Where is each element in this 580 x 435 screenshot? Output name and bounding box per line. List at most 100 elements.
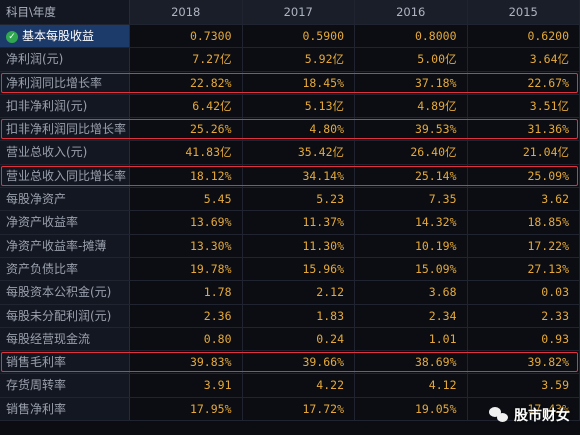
row-label-text: 扣非净利润(元) [6, 98, 88, 113]
row-value: 4.80% [243, 118, 355, 141]
row-value: 11.37% [243, 211, 355, 234]
row-value: 19.78% [130, 257, 243, 281]
row-label: ✓ 基本每股收益 [0, 25, 130, 48]
table-row[interactable]: 销售毛利率 39.83% 39.66% 38.69% 39.82% [0, 351, 580, 375]
row-value: 22.82% [130, 71, 243, 94]
row-label-text: 营业总收入同比增长率 [6, 168, 127, 183]
row-value: 13.30% [130, 234, 243, 257]
table-row[interactable]: 营业总收入同比增长率 18.12% 34.14% 25.14% 25.09% [0, 164, 580, 189]
row-value: 18.85% [468, 211, 580, 234]
row-value: 27.13% [468, 257, 580, 281]
row-value: 5.45 [130, 188, 243, 211]
row-value: 4.89亿 [355, 94, 468, 118]
row-label-text: 每股净资产 [6, 192, 67, 207]
table-row[interactable]: 每股资本公积金(元) 1.78 2.12 3.68 0.03 [0, 281, 580, 305]
row-value: 21.04亿 [468, 141, 580, 164]
row-label-text: 存货周转率 [6, 378, 67, 393]
row-value: 41.83亿 [130, 141, 243, 164]
table-row[interactable]: 销售净利率 17.95% 17.72% 19.05% 17.43% [0, 397, 580, 422]
row-value: 14.32% [355, 211, 468, 234]
row-label: 资产负债比率 [0, 257, 130, 281]
row-value: 4.12 [355, 374, 468, 397]
row-value: 3.64亿 [468, 48, 580, 71]
table-row[interactable]: 营业总收入(元) 41.83亿 35.42亿 26.40亿 21.04亿 [0, 141, 580, 165]
table-row[interactable]: 净利润(元) 7.27亿 5.92亿 5.00亿 3.64亿 [0, 48, 580, 72]
table-row[interactable]: ✓ 基本每股收益 0.7300 0.5900 0.8000 0.6200 [0, 25, 580, 49]
table-row[interactable]: 净资产收益率 13.69% 11.37% 14.32% 18.85% [0, 211, 580, 235]
row-value: 3.62 [468, 188, 580, 211]
row-label: 净利润同比增长率 [0, 71, 130, 94]
table-row[interactable]: 扣非净利润(元) 6.42亿 5.13亿 4.89亿 3.51亿 [0, 94, 580, 119]
row-value: 5.00亿 [355, 48, 468, 71]
row-value: 31.36% [468, 118, 580, 141]
row-label-text: 销售净利率 [6, 401, 67, 416]
row-label: 净利润(元) [0, 48, 130, 71]
table-row[interactable]: 净利润同比增长率 22.82% 18.45% 37.18% 22.67% [0, 71, 580, 95]
row-label-text: 净利润同比增长率 [6, 75, 103, 90]
table-row[interactable]: 每股净资产 5.45 5.23 7.35 3.62 [0, 188, 580, 212]
row-value: 10.19% [355, 234, 468, 257]
row-value: 0.03 [468, 281, 580, 304]
row-value: 22.67% [468, 71, 580, 94]
row-value: 38.69% [355, 351, 468, 374]
row-value: 1.01 [355, 327, 468, 351]
row-value: 5.23 [243, 188, 355, 211]
row-value: 1.83 [243, 304, 355, 327]
row-label-text: 净资产收益率-摊薄 [6, 238, 107, 253]
row-value: 3.91 [130, 374, 243, 397]
row-label: 每股未分配利润(元) [0, 304, 130, 327]
row-label: 每股资本公积金(元) [0, 281, 130, 304]
row-value: 15.96% [243, 257, 355, 281]
row-value: 4.22 [243, 374, 355, 397]
row-label-text: 每股经营现金流 [6, 331, 91, 346]
row-label-text: 每股未分配利润(元) [6, 308, 112, 323]
watermark-text: 股市财女 [514, 408, 570, 424]
row-label: 销售毛利率 [0, 351, 130, 374]
row-value: 1.78 [130, 281, 243, 304]
row-value: 25.09% [468, 164, 580, 188]
row-value: 17.95% [130, 397, 243, 421]
row-label: 每股经营现金流 [0, 327, 130, 351]
row-value: 3.51亿 [468, 94, 580, 118]
row-label: 净资产收益率-摊薄 [0, 234, 130, 257]
row-label-text: 净利润(元) [6, 52, 64, 67]
row-value: 39.83% [130, 351, 243, 374]
table-row[interactable]: 扣非净利润同比增长率 25.26% 4.80% 39.53% 31.36% [0, 118, 580, 142]
row-value: 2.12 [243, 281, 355, 304]
row-value: 37.18% [355, 71, 468, 94]
row-value: 39.66% [243, 351, 355, 374]
header-year-2018[interactable]: 2018 [130, 0, 243, 24]
header-year-2017[interactable]: 2017 [243, 0, 355, 24]
row-label: 存货周转率 [0, 374, 130, 397]
row-label: 每股净资产 [0, 188, 130, 211]
row-value: 5.13亿 [243, 94, 355, 118]
row-value: 39.82% [468, 351, 580, 374]
row-value: 35.42亿 [243, 141, 355, 164]
row-value: 25.26% [130, 118, 243, 141]
table-row[interactable]: 净资产收益率-摊薄 13.30% 11.30% 10.19% 17.22% [0, 234, 580, 258]
table-row[interactable]: 存货周转率 3.91 4.22 4.12 3.59 [0, 374, 580, 398]
table-row[interactable]: 每股经营现金流 0.80 0.24 1.01 0.93 [0, 327, 580, 352]
header-year-2015[interactable]: 2015 [468, 0, 580, 24]
row-label: 扣非净利润同比增长率 [0, 118, 130, 141]
row-value: 25.14% [355, 164, 468, 188]
row-value: 13.69% [130, 211, 243, 234]
row-value: 2.36 [130, 304, 243, 327]
row-value: 17.22% [468, 234, 580, 257]
row-value: 5.92亿 [243, 48, 355, 71]
header-label: 科目\年度 [0, 0, 130, 24]
row-value: 0.6200 [468, 25, 580, 48]
row-value: 0.7300 [130, 25, 243, 48]
check-icon: ✓ [6, 30, 18, 43]
row-label-text: 基本每股收益 [22, 29, 95, 43]
table-row[interactable]: 每股未分配利润(元) 2.36 1.83 2.34 2.33 [0, 304, 580, 328]
row-value: 18.45% [243, 71, 355, 94]
row-label-text: 净资产收益率 [6, 215, 79, 230]
row-value: 7.27亿 [130, 48, 243, 71]
row-label: 销售净利率 [0, 397, 130, 421]
header-year-2016[interactable]: 2016 [355, 0, 468, 24]
row-value: 2.34 [355, 304, 468, 327]
row-value: 0.80 [130, 327, 243, 351]
table-row[interactable]: 资产负债比率 19.78% 15.96% 15.09% 27.13% [0, 257, 580, 282]
row-value: 0.5900 [243, 25, 355, 48]
